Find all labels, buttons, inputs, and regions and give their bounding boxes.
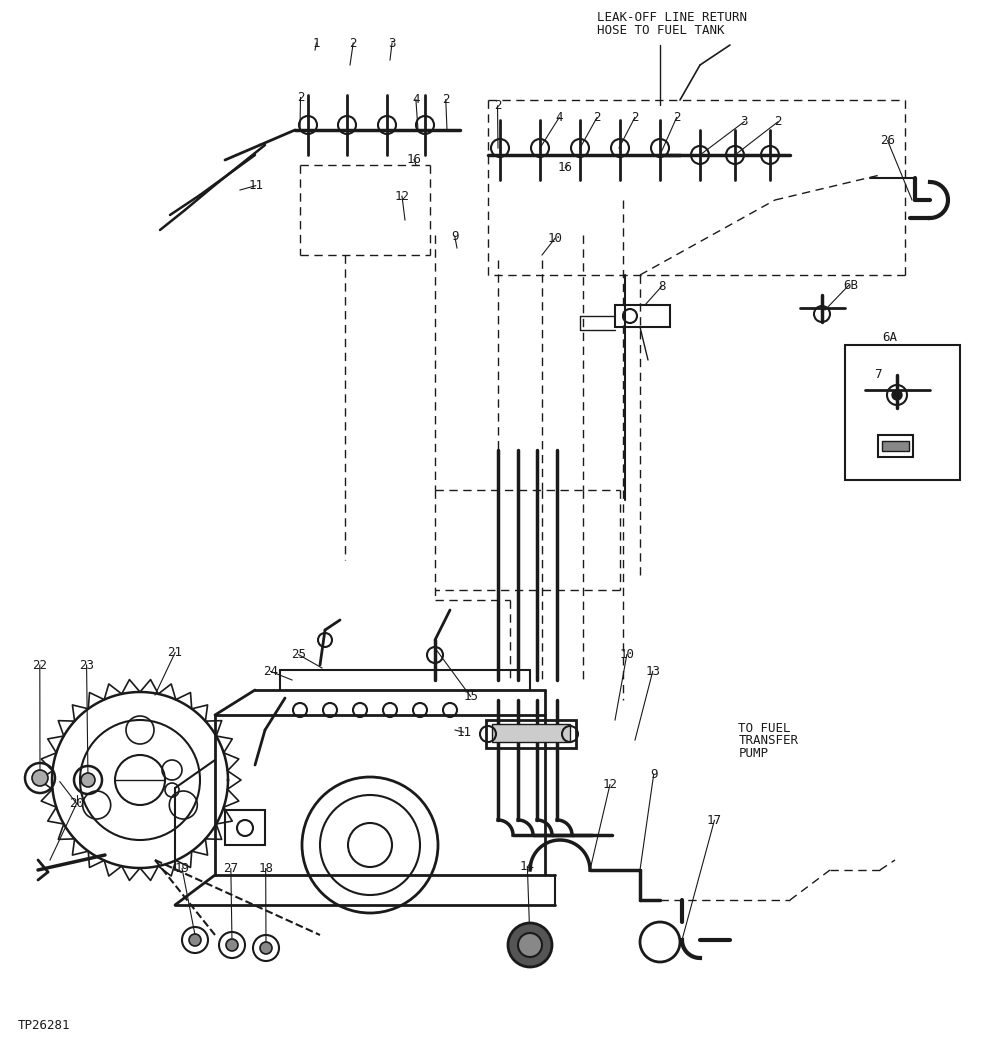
Bar bbox=[844, 345, 959, 480]
Text: 4: 4 bbox=[555, 111, 563, 124]
Text: 6B: 6B bbox=[842, 279, 858, 292]
Circle shape bbox=[508, 923, 552, 967]
Text: TRANSFER: TRANSFER bbox=[738, 734, 797, 747]
Text: 2: 2 bbox=[493, 100, 501, 112]
Text: 21: 21 bbox=[167, 646, 183, 659]
Circle shape bbox=[81, 773, 94, 787]
Text: 1: 1 bbox=[312, 37, 320, 49]
Text: 7: 7 bbox=[873, 368, 881, 381]
Bar bbox=[485, 720, 576, 748]
Text: 25: 25 bbox=[290, 648, 306, 661]
Bar bbox=[491, 724, 570, 742]
Text: 26: 26 bbox=[879, 134, 895, 147]
Text: 10: 10 bbox=[547, 232, 563, 244]
Text: 2: 2 bbox=[296, 91, 304, 104]
Text: 9: 9 bbox=[450, 230, 458, 242]
Text: 12: 12 bbox=[394, 190, 410, 202]
Text: 2: 2 bbox=[773, 115, 781, 128]
Text: 2: 2 bbox=[630, 111, 638, 124]
Text: 2: 2 bbox=[441, 93, 449, 106]
Text: 27: 27 bbox=[223, 862, 239, 875]
Circle shape bbox=[259, 942, 271, 954]
Text: 19: 19 bbox=[174, 862, 190, 875]
Text: 11: 11 bbox=[248, 179, 263, 192]
Circle shape bbox=[226, 939, 238, 951]
Text: 22: 22 bbox=[32, 659, 48, 671]
Text: 2: 2 bbox=[349, 37, 357, 49]
Circle shape bbox=[518, 933, 542, 957]
Text: 20: 20 bbox=[69, 797, 84, 810]
Text: LEAK-OFF LINE RETURN: LEAK-OFF LINE RETURN bbox=[596, 12, 746, 24]
Text: 12: 12 bbox=[601, 778, 617, 791]
Text: TP26281: TP26281 bbox=[18, 1020, 71, 1032]
Text: 6A: 6A bbox=[881, 331, 897, 344]
Circle shape bbox=[891, 390, 902, 400]
Text: 3: 3 bbox=[740, 115, 747, 128]
Text: 11: 11 bbox=[455, 726, 471, 738]
Text: 18: 18 bbox=[257, 862, 273, 875]
Text: 16: 16 bbox=[557, 162, 573, 174]
Text: 9: 9 bbox=[649, 768, 657, 780]
Circle shape bbox=[189, 934, 201, 946]
Text: 23: 23 bbox=[79, 659, 94, 671]
Text: 2: 2 bbox=[672, 111, 680, 124]
Text: 8: 8 bbox=[657, 280, 665, 293]
Text: 17: 17 bbox=[706, 814, 722, 827]
Text: 13: 13 bbox=[644, 665, 660, 678]
Text: 4: 4 bbox=[412, 93, 419, 106]
Text: HOSE TO FUEL TANK: HOSE TO FUEL TANK bbox=[596, 24, 724, 37]
Text: 3: 3 bbox=[388, 37, 396, 49]
Text: 2: 2 bbox=[592, 111, 600, 124]
Text: 14: 14 bbox=[519, 860, 535, 873]
Text: PUMP: PUMP bbox=[738, 747, 767, 759]
Bar bbox=[225, 810, 264, 845]
Text: 10: 10 bbox=[618, 648, 634, 661]
Text: 16: 16 bbox=[406, 153, 421, 166]
Bar bbox=[881, 441, 909, 451]
Text: 15: 15 bbox=[462, 690, 478, 703]
Bar bbox=[877, 435, 912, 457]
Text: 24: 24 bbox=[262, 665, 278, 678]
Circle shape bbox=[32, 770, 48, 786]
Bar bbox=[614, 305, 669, 327]
Text: TO FUEL: TO FUEL bbox=[738, 722, 790, 734]
